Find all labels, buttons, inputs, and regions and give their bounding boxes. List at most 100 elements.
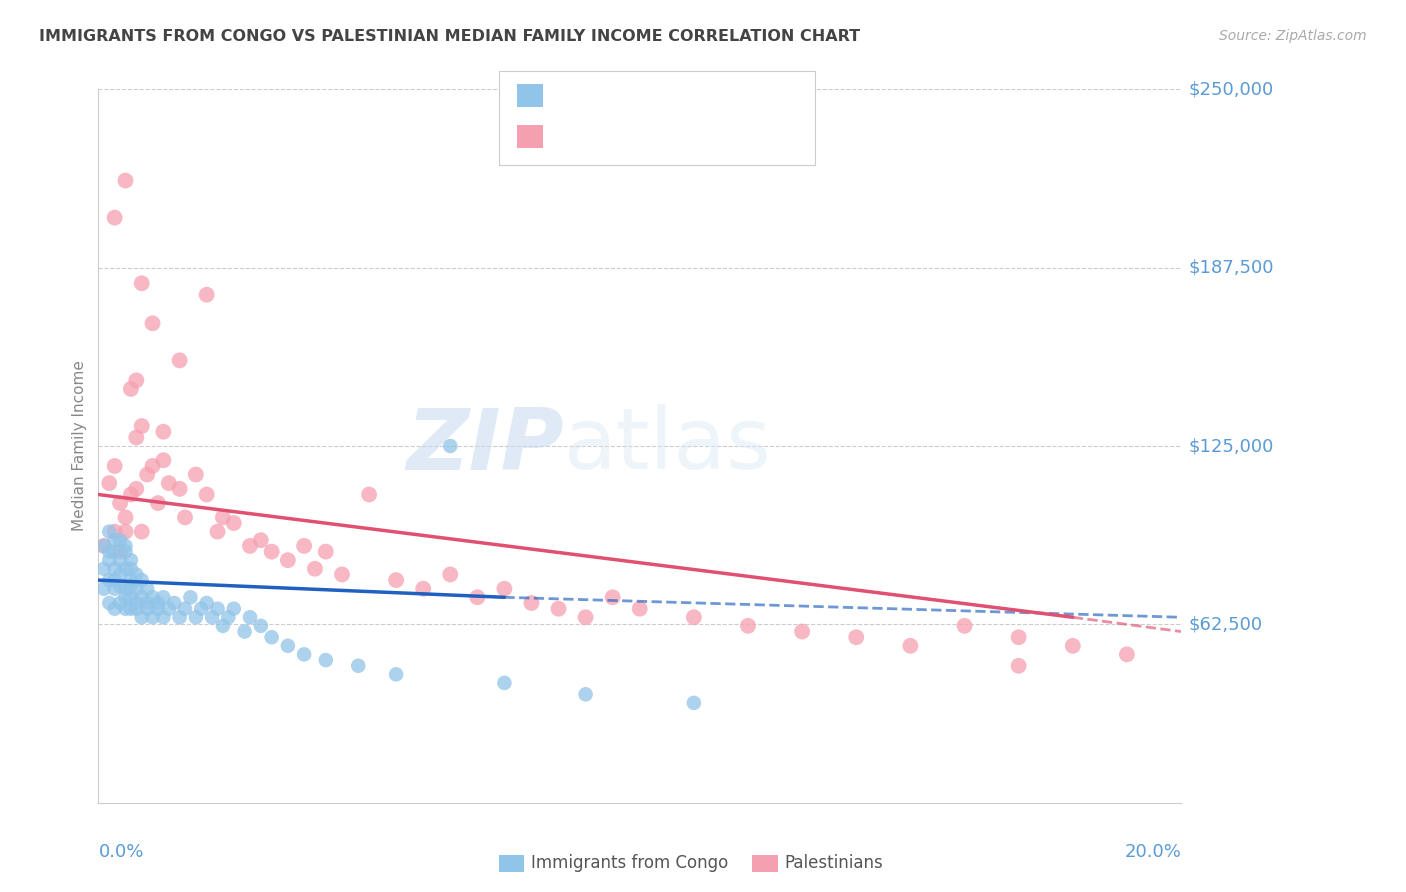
Point xyxy=(184,610,207,624)
Point xyxy=(114,582,136,596)
Point xyxy=(131,419,153,434)
Point xyxy=(136,467,159,482)
Point xyxy=(93,539,115,553)
Point xyxy=(114,562,136,576)
Point xyxy=(195,287,218,301)
Point xyxy=(108,544,131,558)
Text: N = 63: N = 63 xyxy=(696,128,759,145)
Text: R = -0.063: R = -0.063 xyxy=(550,87,647,104)
Point xyxy=(494,676,516,690)
Point xyxy=(125,567,148,582)
Point xyxy=(98,544,121,558)
Point xyxy=(131,277,153,291)
Point xyxy=(108,496,131,510)
Text: $62,500: $62,500 xyxy=(1188,615,1263,633)
Point xyxy=(104,562,127,576)
Point xyxy=(152,453,174,467)
Point xyxy=(136,582,159,596)
Point xyxy=(152,425,174,439)
Point xyxy=(207,524,229,539)
Point xyxy=(222,516,245,530)
Point xyxy=(114,601,136,615)
Point xyxy=(292,648,315,662)
Point xyxy=(790,624,813,639)
Point xyxy=(104,544,127,558)
Y-axis label: Median Family Income: Median Family Income xyxy=(72,360,87,532)
Point xyxy=(104,458,127,473)
Text: Source: ZipAtlas.com: Source: ZipAtlas.com xyxy=(1219,29,1367,43)
Point xyxy=(104,601,127,615)
Point xyxy=(239,610,262,624)
Point xyxy=(190,601,212,615)
Point xyxy=(136,596,159,610)
Point xyxy=(114,544,136,558)
Point xyxy=(104,573,127,587)
Point xyxy=(152,610,174,624)
Point xyxy=(174,510,197,524)
Point xyxy=(602,591,624,605)
Point xyxy=(174,601,197,615)
Text: $187,500: $187,500 xyxy=(1188,259,1274,277)
Text: Palestinians: Palestinians xyxy=(785,855,883,872)
Point xyxy=(292,539,315,553)
Point xyxy=(250,533,273,548)
Text: atlas: atlas xyxy=(564,404,772,488)
Point xyxy=(683,610,706,624)
Point xyxy=(146,596,169,610)
Point xyxy=(683,696,706,710)
Point xyxy=(169,610,191,624)
Point xyxy=(98,573,121,587)
Point xyxy=(239,539,262,553)
Point xyxy=(845,630,868,644)
Text: ZIP: ZIP xyxy=(406,404,564,488)
Point xyxy=(98,476,121,491)
Point xyxy=(347,658,370,673)
Point xyxy=(98,596,121,610)
Point xyxy=(169,482,191,496)
Point xyxy=(146,601,169,615)
Point xyxy=(184,467,207,482)
Point xyxy=(125,430,148,444)
Point xyxy=(125,582,148,596)
Point xyxy=(108,596,131,610)
Point xyxy=(120,601,142,615)
Point xyxy=(628,601,651,615)
Point xyxy=(163,596,186,610)
Point xyxy=(98,524,121,539)
Point xyxy=(120,562,142,576)
Text: $125,000: $125,000 xyxy=(1188,437,1274,455)
Point xyxy=(195,596,218,610)
Point xyxy=(439,439,461,453)
Point xyxy=(900,639,922,653)
Point xyxy=(1008,630,1031,644)
Point xyxy=(120,553,142,567)
Point xyxy=(120,382,142,396)
Point xyxy=(1116,648,1139,662)
Point xyxy=(359,487,381,501)
Point xyxy=(108,553,131,567)
Point xyxy=(1008,658,1031,673)
Text: N = 73: N = 73 xyxy=(696,87,759,104)
Point xyxy=(114,510,136,524)
Point xyxy=(315,653,337,667)
Point xyxy=(114,539,136,553)
Point xyxy=(195,487,218,501)
Point xyxy=(125,373,148,387)
Point xyxy=(141,458,165,473)
Point xyxy=(277,553,299,567)
Point xyxy=(131,573,153,587)
Point xyxy=(233,624,256,639)
Point xyxy=(315,544,337,558)
Point xyxy=(136,601,159,615)
Point xyxy=(575,687,598,701)
Point xyxy=(222,601,245,615)
Text: 0.0%: 0.0% xyxy=(98,843,143,861)
Point xyxy=(385,573,408,587)
Text: R = -0.266: R = -0.266 xyxy=(550,128,647,145)
Point xyxy=(520,596,543,610)
Point xyxy=(467,591,489,605)
Point xyxy=(412,582,434,596)
Point xyxy=(125,482,148,496)
Point xyxy=(131,524,153,539)
Point xyxy=(120,487,142,501)
